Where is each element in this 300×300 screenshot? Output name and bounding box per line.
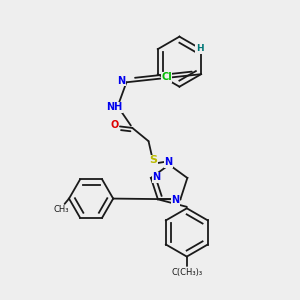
Text: O: O [110, 120, 119, 130]
Text: N: N [152, 172, 160, 182]
Text: C(CH₃)₃: C(CH₃)₃ [171, 268, 202, 277]
Text: NH: NH [106, 102, 123, 112]
Text: N: N [171, 195, 179, 205]
Text: CH₃: CH₃ [54, 205, 69, 214]
Text: Cl: Cl [161, 72, 172, 82]
Text: S: S [149, 155, 157, 165]
Text: N: N [164, 158, 172, 167]
Text: H: H [196, 44, 203, 53]
Text: N: N [117, 76, 125, 86]
